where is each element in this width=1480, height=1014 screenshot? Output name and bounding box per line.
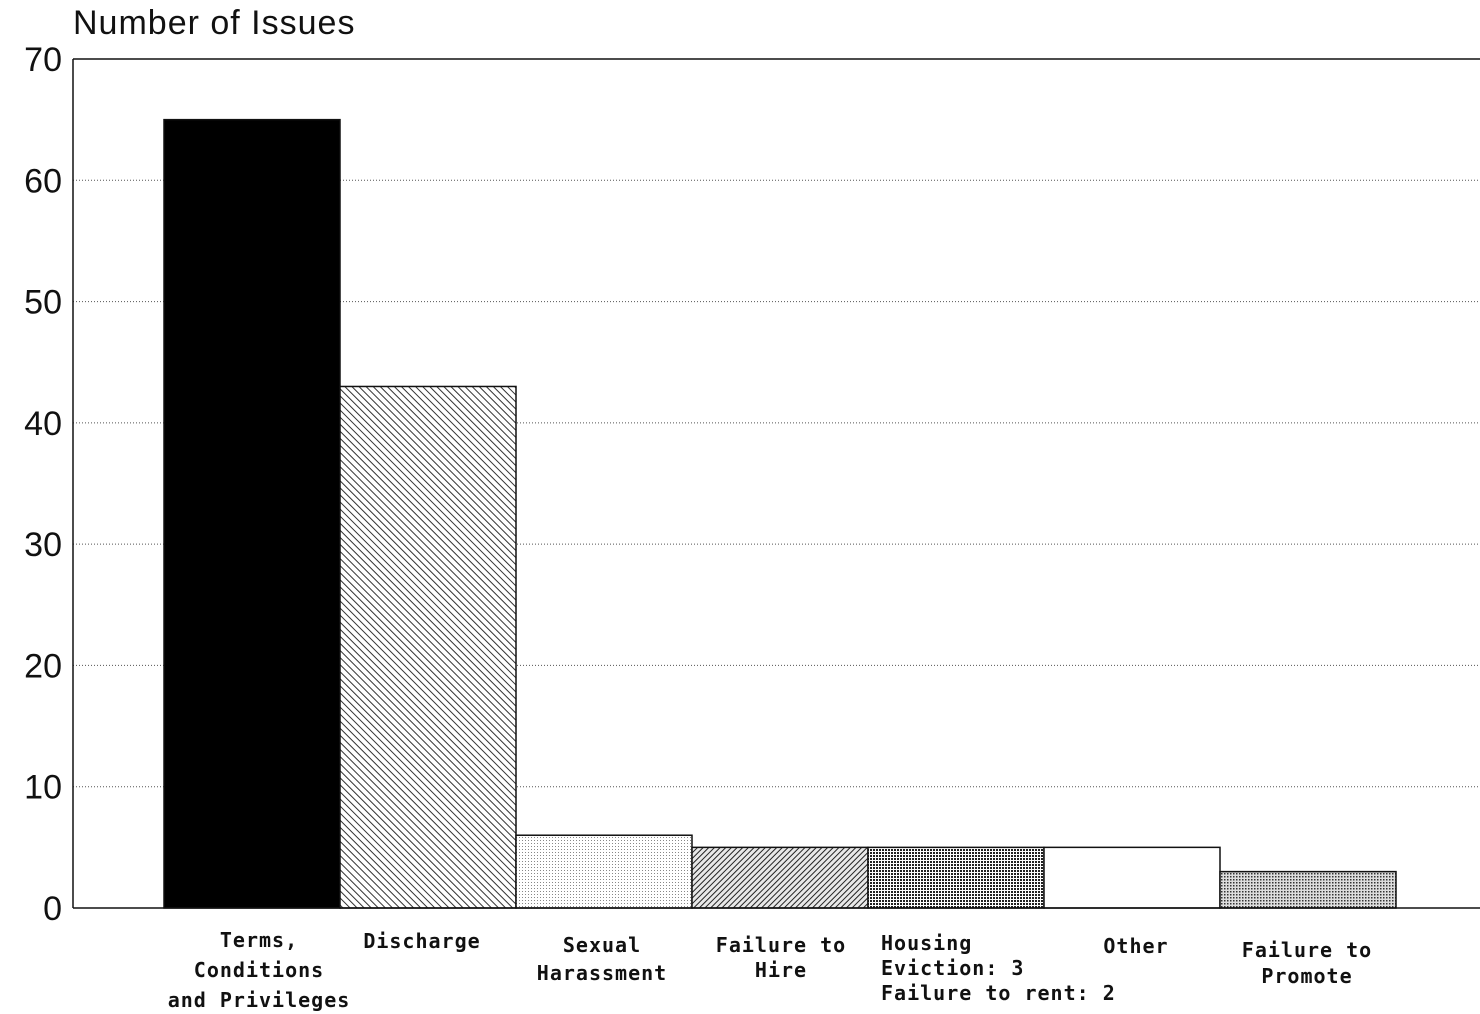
y-tick-label: 0 <box>43 890 62 928</box>
y-tick-label: 30 <box>24 526 62 564</box>
x-tick-label: Other <box>1103 934 1168 958</box>
x-tick-label: Hire <box>755 958 807 982</box>
bar <box>1043 846 1221 909</box>
x-tick-label: Failure to rent: 2 <box>881 981 1116 1005</box>
bar <box>691 846 869 909</box>
bar <box>867 846 1045 909</box>
y-axis-title: Number of Issues <box>73 4 355 42</box>
x-tick-label: Terms, <box>220 928 298 952</box>
y-tick-label: 20 <box>24 647 62 685</box>
y-tick-label: 50 <box>24 284 62 322</box>
bar <box>515 834 693 909</box>
y-tick-label: 60 <box>24 162 62 200</box>
x-tick-label: Failure to <box>716 933 846 957</box>
x-tick-label: Harassment <box>537 961 667 985</box>
x-tick-label: Failure to <box>1242 938 1372 962</box>
bar <box>339 385 517 909</box>
bars <box>163 118 1397 909</box>
bar <box>163 118 341 909</box>
x-tick-label: Sexual <box>563 933 641 957</box>
x-tick-label: Housing <box>881 931 972 955</box>
x-tick-label: and Privileges <box>168 988 351 1012</box>
x-tick-label: Eviction: 3 <box>881 956 1024 980</box>
x-tick-label: Promote <box>1261 964 1352 988</box>
y-tick-label: 40 <box>24 405 62 443</box>
y-tick-label: 10 <box>24 769 62 807</box>
y-axis: 0 10 20 30 40 50 60 70 <box>24 41 62 928</box>
y-tick-label: 70 <box>24 41 62 79</box>
x-tick-label: Conditions <box>194 958 324 982</box>
x-tick-label: Discharge <box>363 929 480 953</box>
bar <box>1219 870 1397 909</box>
x-axis: Terms, Conditions and Privileges Discharge S… <box>168 928 1372 1012</box>
